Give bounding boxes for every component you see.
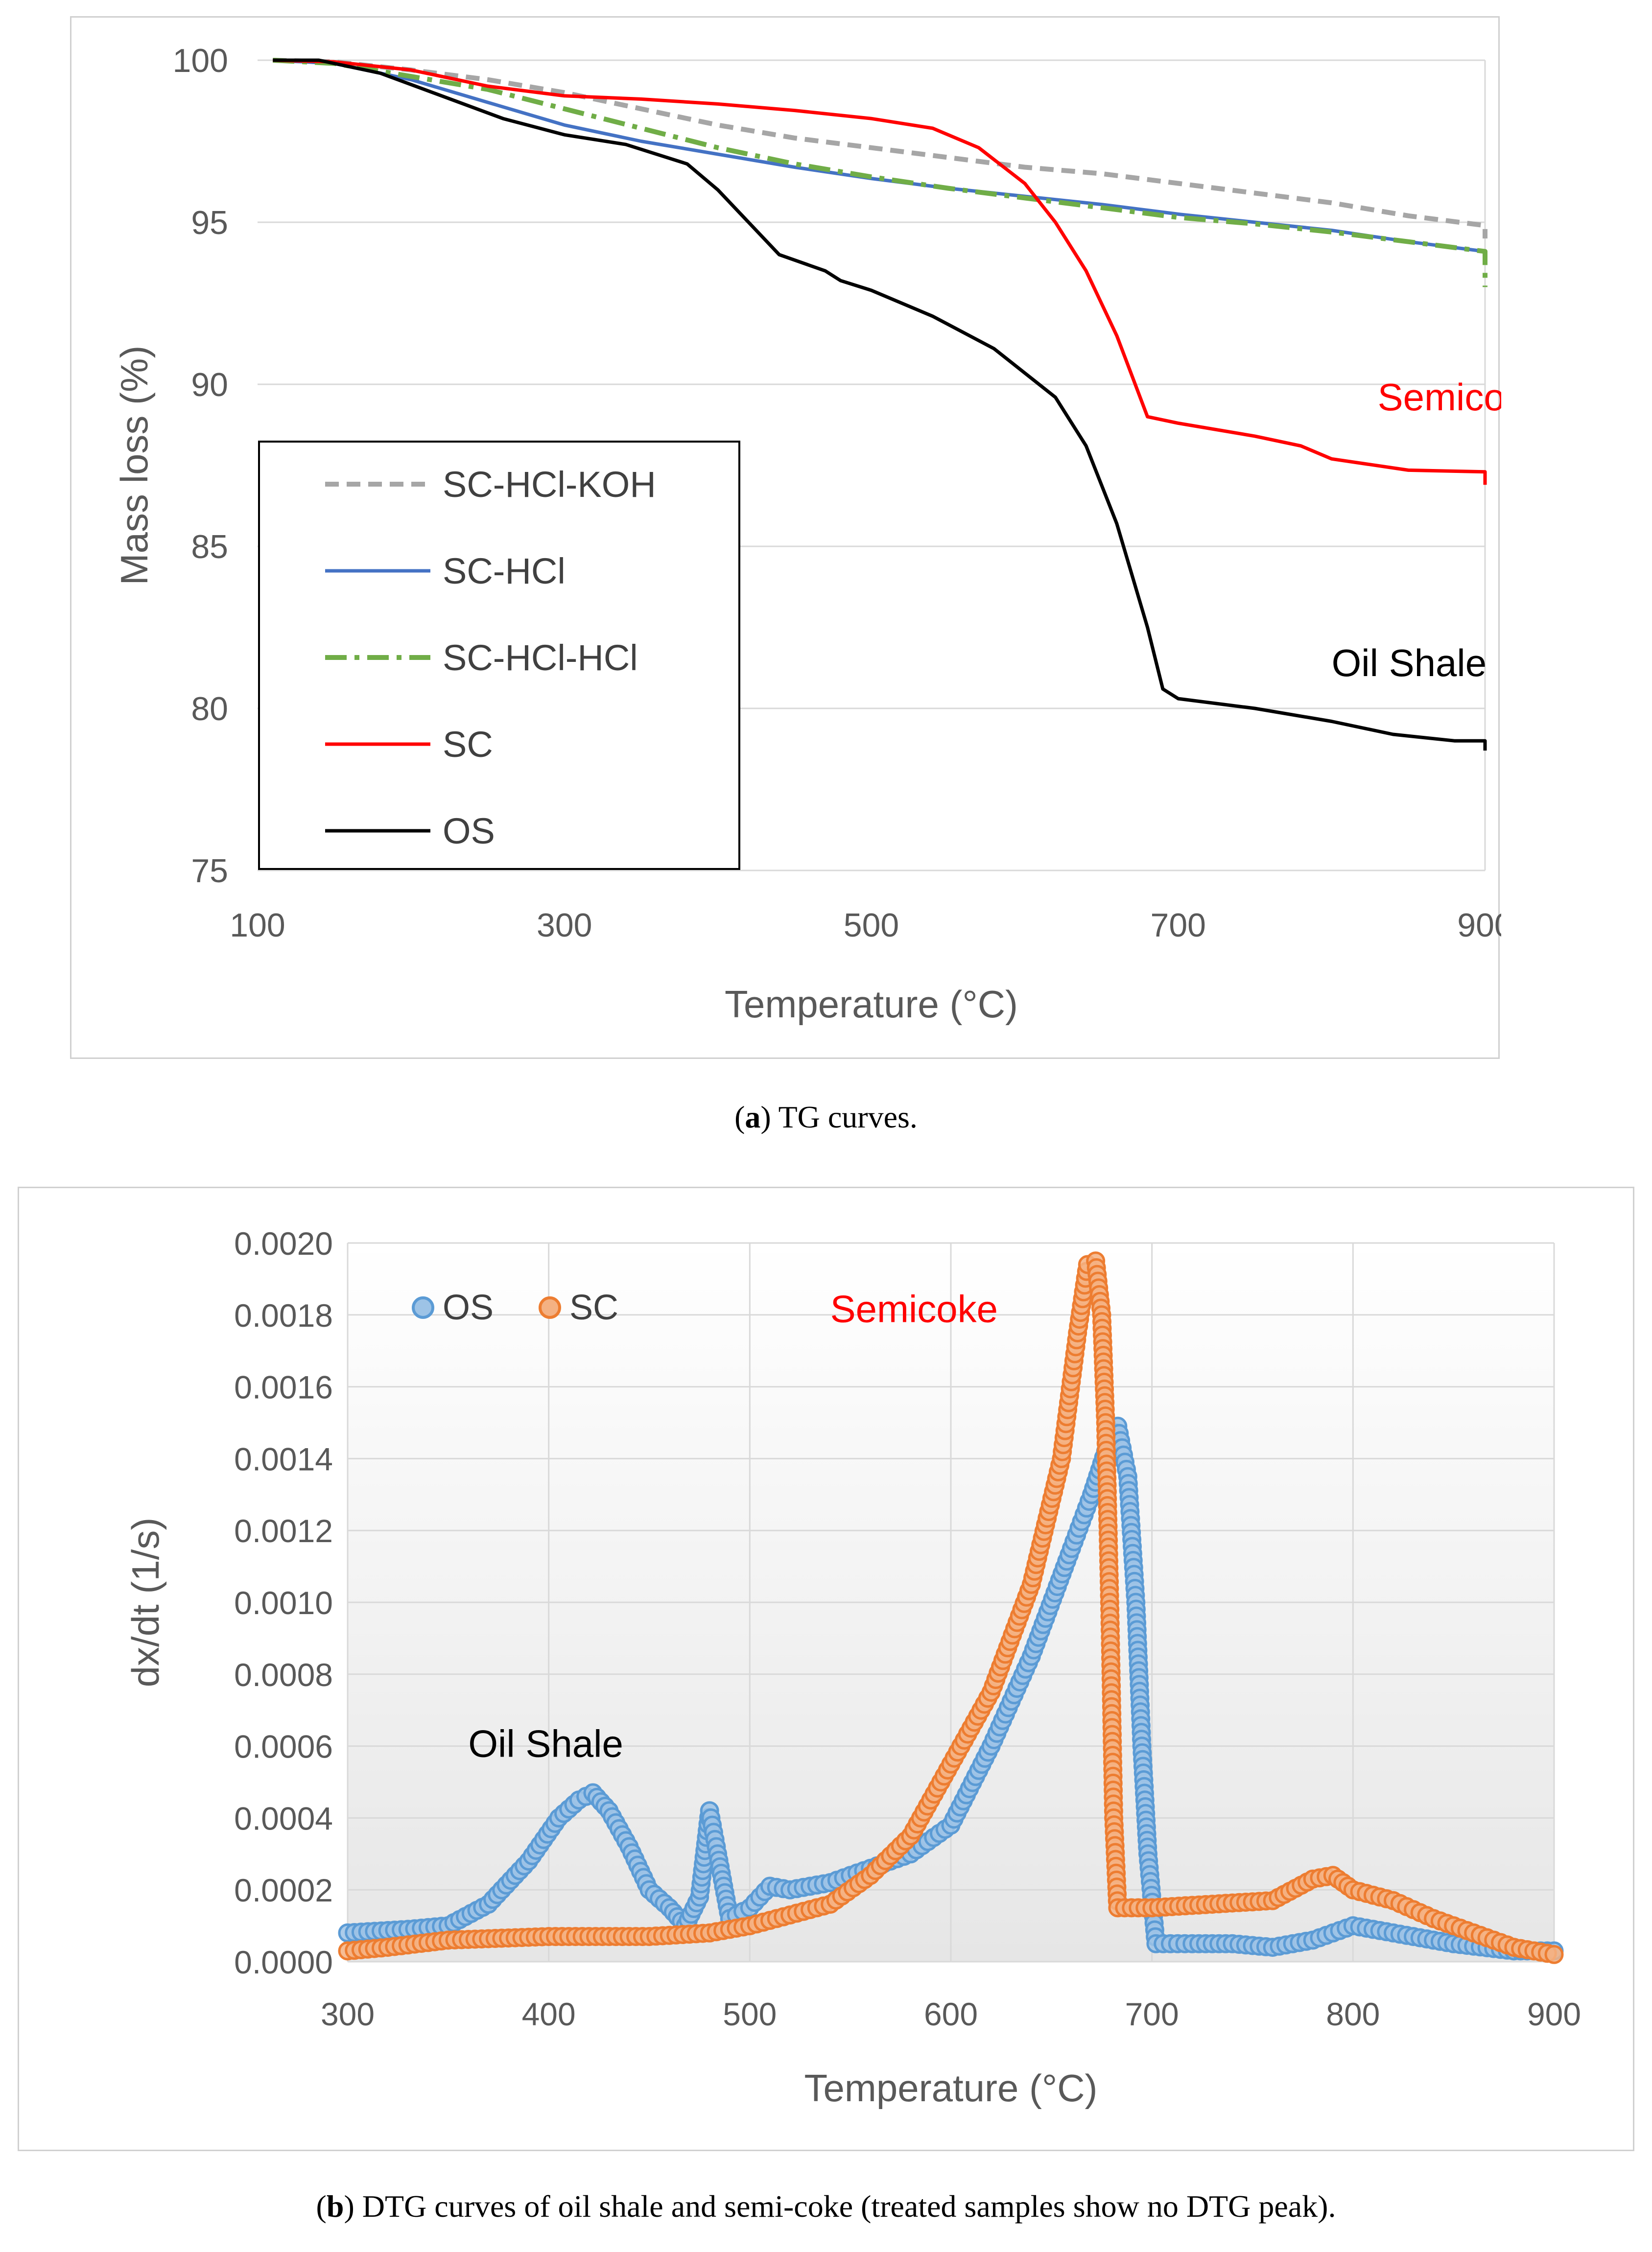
legend-label-sc: SC — [443, 724, 493, 765]
series-line-sc-hcl — [273, 58, 1487, 255]
panel-a-tg-chart: 75 80 85 90 95 100 100 300 500 700 900 Temperature … — [70, 16, 1501, 1059]
marker-sc — [1544, 1945, 1564, 1964]
y-tick-label: 0.0016 — [234, 1369, 333, 1406]
y-tick-label: 0.0012 — [234, 1513, 333, 1549]
annotation-semicoke: Semicoke — [830, 1287, 998, 1330]
y-axis-title: Mass loss (%) — [113, 346, 156, 586]
annotation-oil-shale: Oil Shale — [468, 1722, 623, 1765]
legend-label-sc-hcl-hcl: SC-HCl-HCl — [443, 637, 638, 678]
series-line-sc-hcl-koh — [273, 58, 1487, 239]
y-tick-label: 100 — [173, 42, 228, 79]
x-tick-label: 700 — [1151, 907, 1206, 944]
y-tick-label: 0.0002 — [234, 1872, 333, 1908]
y-tick-label: 85 — [191, 528, 228, 565]
y-tick-label: 90 — [191, 366, 228, 403]
x-tick-label: 300 — [537, 907, 592, 944]
x-tick-label: 500 — [723, 1996, 777, 2032]
series-line-sc — [273, 58, 1487, 485]
series-sc — [338, 1251, 1564, 1964]
legend-marker-sc — [539, 1296, 561, 1319]
caption-b-text: DTG curves of oil shale and semi-coke (t… — [362, 2189, 1336, 2224]
y-tick-label: 75 — [191, 852, 228, 890]
series-line-os — [273, 58, 1487, 751]
y-tick-label: 0.0020 — [234, 1225, 333, 1262]
x-tick-label: 300 — [321, 1996, 375, 2032]
panel-b-dtg-chart: 0.0000 0.0002 0.0004 0.0006 0.0008 0.0010 0.00… — [18, 1187, 1634, 2151]
legend-marker-os — [412, 1296, 434, 1319]
annotation-oil-shale: Oil Shale — [1332, 641, 1487, 684]
legend-label-os: OS — [443, 811, 495, 851]
x-tick-label: 400 — [522, 1996, 576, 2032]
y-tick-label: 0.0004 — [234, 1800, 333, 1836]
legend-label-os: OS — [443, 1288, 494, 1327]
caption-b-label: b — [326, 2189, 344, 2224]
y-tick-label: 95 — [191, 204, 228, 241]
x-tick-label: 800 — [1326, 1996, 1380, 2032]
y-axis-title: dx/dt (1/s) — [124, 1518, 167, 1688]
y-tick-label: 0.0014 — [234, 1441, 333, 1477]
x-tick-label: 100 — [230, 907, 285, 944]
x-tick-label: 600 — [924, 1996, 978, 2032]
y-tick-label: 0.0000 — [234, 1944, 333, 1980]
caption-a: (a) TG curves. — [734, 1100, 918, 1134]
series-line-sc-hcl-hcl — [273, 58, 1487, 287]
y-tick-label: 0.0006 — [234, 1729, 333, 1765]
dtg-chart-svg: 0.0000 0.0002 0.0004 0.0006 0.0008 0.0010 0.00… — [124, 1225, 1581, 2110]
legend-label-sc-hcl-koh: SC-HCl-KOH — [443, 464, 656, 505]
series-os — [338, 1416, 1564, 1961]
caption-b: (b) DTG curves of oil shale and semi-cok… — [316, 2189, 1336, 2224]
y-tick-label: 0.0008 — [234, 1657, 333, 1693]
y-tick-label: 0.0010 — [234, 1585, 333, 1621]
x-tick-label: 500 — [844, 907, 899, 944]
x-axis-title: Temperature (°C) — [725, 983, 1018, 1026]
x-tick-label: 900 — [1457, 907, 1501, 944]
legend-label-sc-hcl: SC-HCl — [443, 551, 566, 591]
x-tick-label: 700 — [1125, 1996, 1179, 2032]
x-axis-title: Temperature (°C) — [804, 2066, 1097, 2110]
y-tick-label: 0.0018 — [234, 1297, 333, 1334]
annotation-semicoke: Semicoke — [1378, 375, 1501, 419]
x-tick-label: 900 — [1527, 1996, 1581, 2032]
caption-a-label: a — [745, 1100, 761, 1134]
y-tick-label: 80 — [191, 690, 228, 727]
legend-label-sc: SC — [569, 1288, 618, 1327]
tg-chart-svg: 75 80 85 90 95 100 100 300 500 700 900 Temperature … — [113, 42, 1501, 1026]
caption-a-text: TG curves. — [778, 1100, 918, 1134]
